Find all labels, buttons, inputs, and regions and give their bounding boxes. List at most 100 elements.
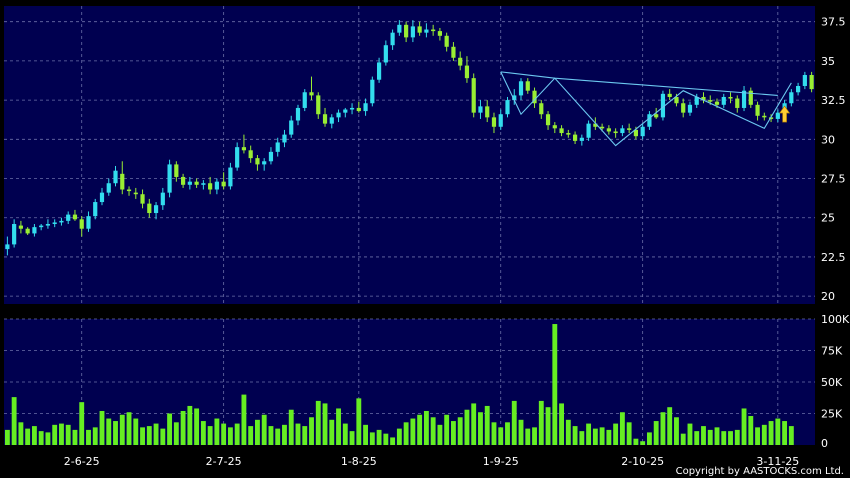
volume-bar (538, 400, 544, 445)
volume-tick-label: 50K (821, 376, 843, 389)
volume-bar (146, 426, 152, 445)
volume-bar (200, 421, 206, 445)
candle-body (667, 93, 672, 97)
candle-body (552, 125, 557, 129)
x-axis: 2-6-25 2-7-25 1-8-25 1-9-25 2-10-25 3-11-25 (64, 455, 800, 468)
price-tick-label: 37.5 (821, 16, 846, 29)
volume-bar (18, 422, 24, 445)
volume-bar (660, 412, 666, 445)
candle-body (654, 114, 659, 118)
volume-bar (45, 432, 51, 445)
candle-body (93, 202, 98, 217)
candle-body (444, 35, 449, 47)
volume-bar (741, 408, 747, 445)
candle-body (214, 181, 219, 190)
candle-body (714, 101, 720, 105)
volume-bar (255, 419, 260, 445)
price-tick-label: 25 (821, 212, 835, 225)
candle-body (12, 224, 17, 245)
candle-body (437, 31, 443, 36)
candle-body (187, 181, 192, 185)
volume-bar (701, 426, 706, 445)
candle-body (208, 183, 213, 190)
x-tick-label: 2-6-25 (64, 455, 100, 468)
volume-bar (613, 423, 619, 445)
volume-bar (721, 431, 727, 445)
candle-body (153, 205, 159, 214)
volume-bar (248, 426, 254, 445)
volume-bar (11, 397, 17, 445)
volume-bar (552, 324, 558, 445)
candle-body (640, 126, 645, 137)
candle-body (775, 112, 780, 119)
candle-body (133, 192, 138, 195)
x-tick-label: 3-11-25 (756, 455, 799, 468)
volume-tick-label: 100K (821, 313, 850, 326)
volume-bar (450, 421, 456, 445)
volume-bar (748, 416, 754, 445)
candle-body (748, 90, 753, 105)
volume-bar (167, 413, 173, 445)
volume-bar (329, 419, 335, 445)
volume-bar (396, 428, 402, 445)
candle-body (289, 120, 294, 135)
volume-bar (545, 407, 551, 445)
candle-body (721, 96, 726, 105)
volume-bar (214, 418, 220, 445)
candle-body (322, 114, 328, 124)
candle-body (356, 107, 361, 112)
volume-bar (755, 427, 760, 445)
volume-bar (113, 421, 118, 445)
volume-bar (734, 429, 740, 445)
volume-bar (38, 431, 44, 445)
candle-body (681, 103, 686, 113)
volume-bar (65, 424, 71, 445)
volume-bar (160, 428, 166, 445)
volume-bar (315, 400, 321, 445)
volume-bar (464, 409, 470, 445)
candle-body (336, 112, 341, 118)
volume-bar (667, 407, 673, 445)
candle-body (255, 158, 260, 165)
volume-bar (444, 414, 450, 445)
candle-body (478, 106, 483, 113)
candle-body (52, 222, 57, 225)
candle-body (674, 96, 679, 104)
candle-body (464, 65, 470, 79)
candle-body (633, 129, 638, 137)
volume-bar (768, 421, 774, 445)
candle-body (397, 24, 402, 33)
candle-body (572, 134, 578, 141)
volume-bar (640, 441, 646, 445)
volume-bar (687, 423, 693, 445)
candle-body (45, 224, 51, 226)
candle-body (5, 244, 10, 250)
candle-body (275, 142, 280, 152)
candle-body (789, 92, 794, 104)
volume-bar (86, 429, 91, 445)
volume-bar (241, 394, 247, 445)
pattern-annotation (500, 71, 792, 147)
volume-bar (478, 412, 483, 445)
volume-bar (126, 412, 132, 445)
candle-body (627, 128, 632, 130)
volume-bar (288, 409, 294, 445)
candle-body (18, 225, 23, 229)
candle-body (329, 117, 334, 124)
volume-bar (775, 418, 781, 445)
volume-bar (227, 427, 233, 445)
volume-bar (59, 423, 64, 445)
candle-body (181, 176, 186, 185)
volume-bar (92, 427, 98, 445)
candle-body (383, 45, 388, 63)
x-tick-label: 1-9-25 (483, 455, 519, 468)
candle-body (755, 104, 760, 116)
volume-bar (782, 421, 788, 445)
volume-bar (133, 418, 139, 445)
candle-body (363, 103, 368, 112)
candle-body (167, 164, 172, 193)
x-tick-label: 1-8-25 (341, 455, 377, 468)
price-tick-label: 32.5 (821, 94, 846, 107)
volume-bar (403, 422, 409, 445)
price-tick-label: 30 (821, 133, 835, 146)
